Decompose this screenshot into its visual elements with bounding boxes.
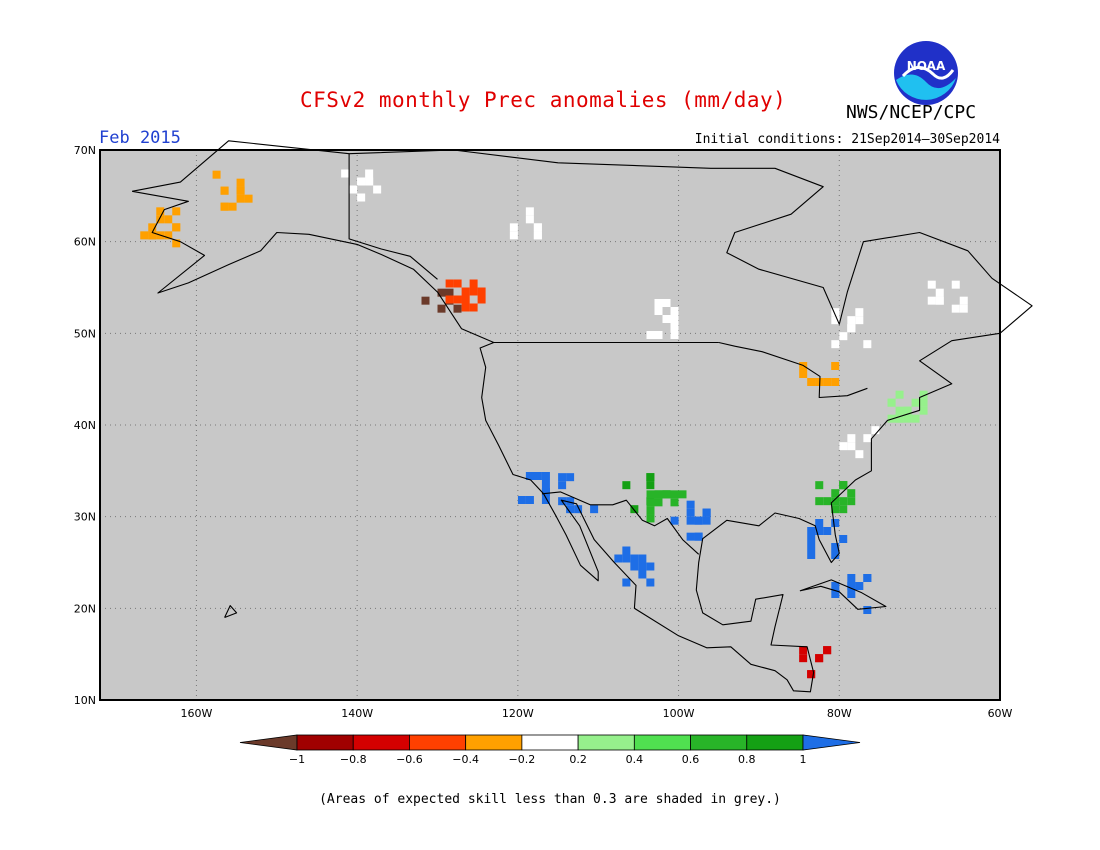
agency-label: NWS/NCEP/CPC: [846, 102, 977, 123]
map-title: CFSv2 monthly Prec anomalies (mm/day): [300, 88, 787, 112]
colorbar-high-arrow: [802, 734, 861, 751]
colorbar: −1 −0.8 −0.6 −0.4 −0.2 0.2 0.4 0.6 0.8 1: [239, 734, 861, 766]
anomaly-patch-mid-atlantic: [839, 426, 880, 459]
colorbar-low-arrow: [239, 734, 298, 751]
colorbar-swatch: [409, 734, 467, 751]
map-frame: [99, 149, 1001, 701]
lat-tick-label: 20N: [74, 602, 96, 615]
colorbar-label: −1: [289, 753, 305, 766]
lon-tick-label: 160W: [180, 707, 212, 720]
anomaly-patch-florida: [807, 519, 848, 559]
colorbar-label: −0.8: [340, 753, 367, 766]
lon-tick-label: 120W: [502, 707, 534, 720]
logo-text: NOAA: [907, 59, 946, 73]
colorbar-label: −0.4: [452, 753, 479, 766]
forecast-period: Feb 2015: [99, 128, 181, 148]
coastline-layer: [131, 140, 1033, 693]
anomaly-patch-central-america: [799, 646, 832, 679]
coastline-1: [799, 579, 887, 610]
initial-conditions: Initial conditions: 21Sep2014–30Sep2014: [694, 132, 1000, 147]
lat-tick-label: 40N: [74, 419, 96, 432]
coastline-0: [131, 140, 1033, 693]
lon-tick-label: 140W: [341, 707, 373, 720]
colorbar-swatch: [296, 734, 354, 751]
anomaly-patch-ontario: [831, 308, 872, 349]
lon-tick-label: 80W: [827, 707, 852, 720]
anomaly-patch-southeast-coast: [815, 481, 856, 514]
axis-labels: 70N 60N 50N 40N 30N 20N 10N 160W 140W 120W 100W 80W…: [74, 144, 1013, 720]
colorbar-swatch: [465, 734, 523, 751]
anomaly-patch-mexico-west: [614, 546, 655, 587]
colorbar-label: 0.6: [682, 753, 700, 766]
colorbar-label: 0.8: [738, 753, 756, 766]
anomaly-patch-nwt-west: [509, 207, 542, 240]
anomaly-patch-alaska-north: [212, 170, 253, 211]
anomaly-patch-bc-coast-2: [445, 279, 486, 312]
anomaly-patch-hudson-south: [646, 299, 679, 339]
colorbar-label: 0.2: [569, 753, 587, 766]
colorbar-swatch: [521, 734, 579, 751]
colorbar-swatch: [577, 734, 635, 751]
lat-tick-label: 30N: [74, 511, 96, 524]
lat-tick-label: 10N: [74, 694, 96, 707]
map-grid: [100, 149, 1001, 701]
coastline-6: [224, 605, 238, 619]
anomaly-patch-yukon-north: [341, 169, 382, 202]
lon-tick-label: 100W: [663, 707, 695, 720]
colorbar-swatch: [352, 734, 410, 751]
noaa-logo-icon: NOAA: [894, 41, 958, 105]
lat-tick-label: 60N: [74, 236, 96, 249]
anomaly-patch-texas-central: [670, 500, 711, 541]
lon-tick-label: 60W: [988, 707, 1013, 720]
colorbar-swatch: [746, 734, 804, 751]
colorbar-swatch: [690, 734, 748, 751]
lat-tick-label: 70N: [74, 144, 96, 157]
lat-tick-label: 50N: [74, 327, 96, 340]
colorbar-label: −0.6: [396, 753, 423, 766]
anomaly-patch-cuba: [831, 574, 872, 614]
coastline-5: [348, 153, 438, 280]
colorbar-label: 1: [800, 753, 807, 766]
coastline-2: [718, 341, 868, 399]
colorbar-label: −0.2: [509, 753, 536, 766]
skill-footnote: (Areas of expected skill less than 0.3 a…: [319, 792, 781, 807]
anomaly-patch-quebec-labrador: [927, 280, 968, 313]
coastline-4: [541, 491, 700, 555]
colorbar-label: 0.4: [626, 753, 644, 766]
anomaly-layer: [140, 169, 968, 679]
anomaly-patch-texas-west: [646, 490, 687, 523]
anomaly-patch-california-south: [517, 472, 550, 504]
colorbar-swatch: [633, 734, 691, 751]
